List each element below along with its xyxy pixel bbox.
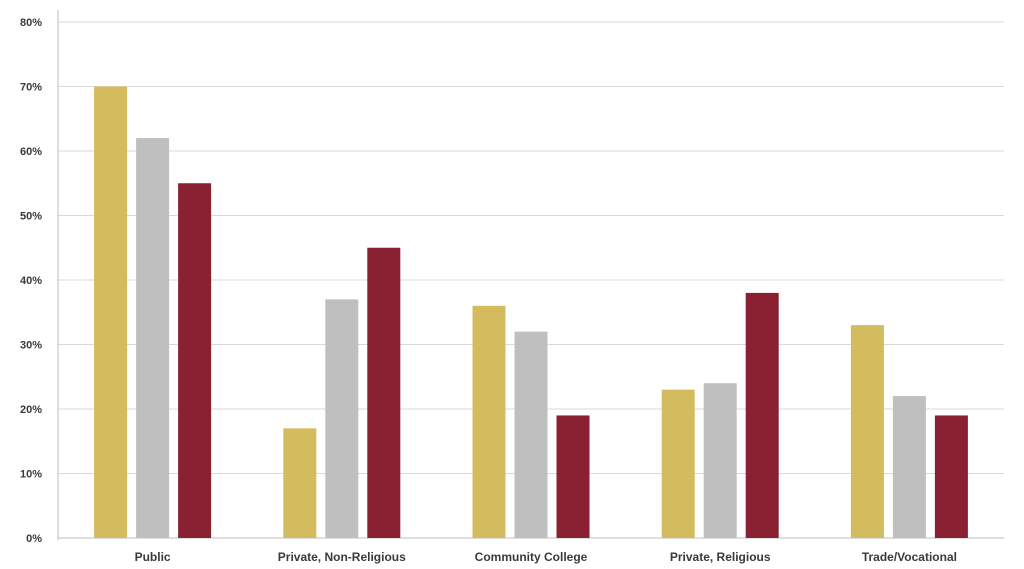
bar — [934, 415, 968, 538]
y-axis-tick-labels: 0% 10% 20% 30% 40% 50% 60% 70% 80% — [20, 17, 42, 545]
x-category-label: Private, Non-Religious — [278, 550, 406, 564]
x-category-label: Private, Religious — [670, 550, 771, 564]
bar — [703, 383, 737, 538]
y-tick-label: 70% — [20, 82, 42, 94]
bar — [892, 396, 926, 538]
bar — [367, 247, 401, 538]
y-tick-label: 0% — [26, 533, 42, 545]
y-tick-label: 80% — [20, 17, 42, 29]
gridlines — [58, 21, 1004, 539]
bars — [94, 86, 968, 538]
x-category-label: Public — [135, 550, 171, 564]
y-tick-label: 10% — [20, 469, 42, 481]
x-category-label: Trade/Vocational — [862, 550, 957, 564]
bar — [514, 331, 548, 538]
bar — [850, 325, 884, 538]
bar — [283, 428, 317, 538]
bar — [94, 86, 128, 538]
y-tick-label: 50% — [20, 211, 42, 223]
bar — [136, 138, 170, 538]
bar — [661, 389, 695, 538]
y-tick-label: 20% — [20, 404, 42, 416]
y-tick-label: 30% — [20, 340, 42, 352]
bar — [178, 183, 212, 538]
bar — [556, 415, 590, 538]
bar — [472, 305, 506, 538]
bar — [745, 292, 779, 538]
x-category-label: Community College — [475, 550, 588, 564]
y-tick-label: 60% — [20, 146, 42, 158]
x-axis-category-labels: Public Private, Non-Religious Community Co… — [135, 550, 957, 564]
y-tick-label: 40% — [20, 275, 42, 287]
bar — [325, 299, 359, 538]
